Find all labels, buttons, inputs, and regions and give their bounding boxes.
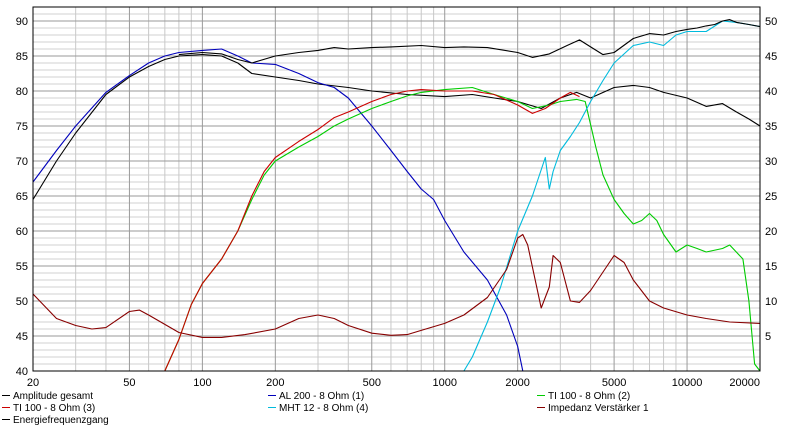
series-line-6 [32, 233, 761, 338]
y-right-tick-label: 35 [765, 121, 777, 133]
y-right-tick-label: 45 [765, 51, 777, 63]
legend-item-4: TI 100 - 8 Ohm (3) [2, 403, 95, 415]
series-line-4 [33, 89, 580, 372]
x-tick-label: 5000 [602, 377, 626, 389]
y-right-tick-label: 25 [765, 191, 777, 203]
legend-label: MHT 12 - 8 Ohm (4) [279, 403, 369, 414]
legend-item-2: AL 200 - 8 Ohm (1) [268, 391, 364, 403]
legend-label: TI 100 - 8 Ohm (2) [548, 391, 631, 402]
legend-label: Impedanz Verstärker 1 [548, 403, 649, 414]
y-left-tick-label: 85 [16, 51, 28, 63]
y-right-tick-label: 15 [765, 261, 777, 273]
x-tick-label: 10000 [672, 377, 703, 389]
y-right-tick-label: 20 [765, 226, 777, 238]
y-left-tick-label: 75 [16, 121, 28, 133]
series-line-2 [32, 48, 760, 372]
chart-legend: Amplitude gesamt AL 200 - 8 Ohm (1) TI 100… [0, 389, 795, 435]
series-line-3 [33, 86, 761, 372]
legend-item-1: Amplitude gesamt [2, 391, 93, 403]
series-line-5 [33, 20, 761, 372]
legend-swatch [537, 406, 545, 408]
legend-swatch [2, 418, 10, 420]
y-right-tick-label: 10 [765, 296, 777, 308]
legend-item-6: Impedanz Verstärker 1 [537, 403, 649, 415]
y-left-tick-label: 50 [16, 296, 28, 308]
x-tick-label: 500 [363, 377, 381, 389]
legend-swatch [268, 394, 276, 396]
x-tick-label: 20000 [729, 377, 760, 389]
legend-label: Amplitude gesamt [13, 391, 94, 402]
legend-item-5: MHT 12 - 8 Ohm (4) [268, 403, 368, 415]
legend-label: TI 100 - 8 Ohm (3) [13, 403, 96, 414]
x-tick-label: 100 [193, 377, 211, 389]
y-left-tick-label: 80 [16, 86, 28, 98]
y-left-tick-label: 40 [16, 366, 28, 378]
x-tick-label: 2000 [505, 377, 529, 389]
x-tick-label: 1000 [432, 377, 456, 389]
y-left-tick-label: 70 [16, 156, 28, 168]
x-tick-label: 20 [27, 377, 39, 389]
legend-swatch [537, 394, 545, 396]
legend-swatch [268, 406, 276, 408]
series-line-7 [178, 19, 761, 64]
y-left-tick-label: 55 [16, 261, 28, 273]
legend-swatch [2, 406, 10, 408]
legend-label: AL 200 - 8 Ohm (1) [279, 391, 365, 402]
y-left-tick-label: 90 [16, 16, 28, 28]
legend-item-7: Energiefrequenzgang [2, 415, 109, 427]
y-left-tick-label: 65 [16, 191, 28, 203]
series-line-1 [32, 54, 761, 200]
legend-label: Energiefrequenzgang [13, 415, 109, 426]
y-right-tick-label: 30 [765, 156, 777, 168]
y-right-tick-label: 50 [765, 16, 777, 28]
y-right-tick-label: 5 [765, 331, 771, 343]
x-tick-label: 200 [266, 377, 284, 389]
legend-swatch [2, 394, 10, 396]
legend-item-3: TI 100 - 8 Ohm (2) [537, 391, 630, 403]
x-tick-label: 50 [123, 377, 135, 389]
y-right-tick-label: 40 [765, 86, 777, 98]
y-left-tick-label: 45 [16, 331, 28, 343]
y-left-tick-label: 60 [16, 226, 28, 238]
chart-svg: 40 45 50 55 60 65 70 75 80 85 90 5 10 15 20 25 30 35 40 45 5… [15, 6, 778, 389]
